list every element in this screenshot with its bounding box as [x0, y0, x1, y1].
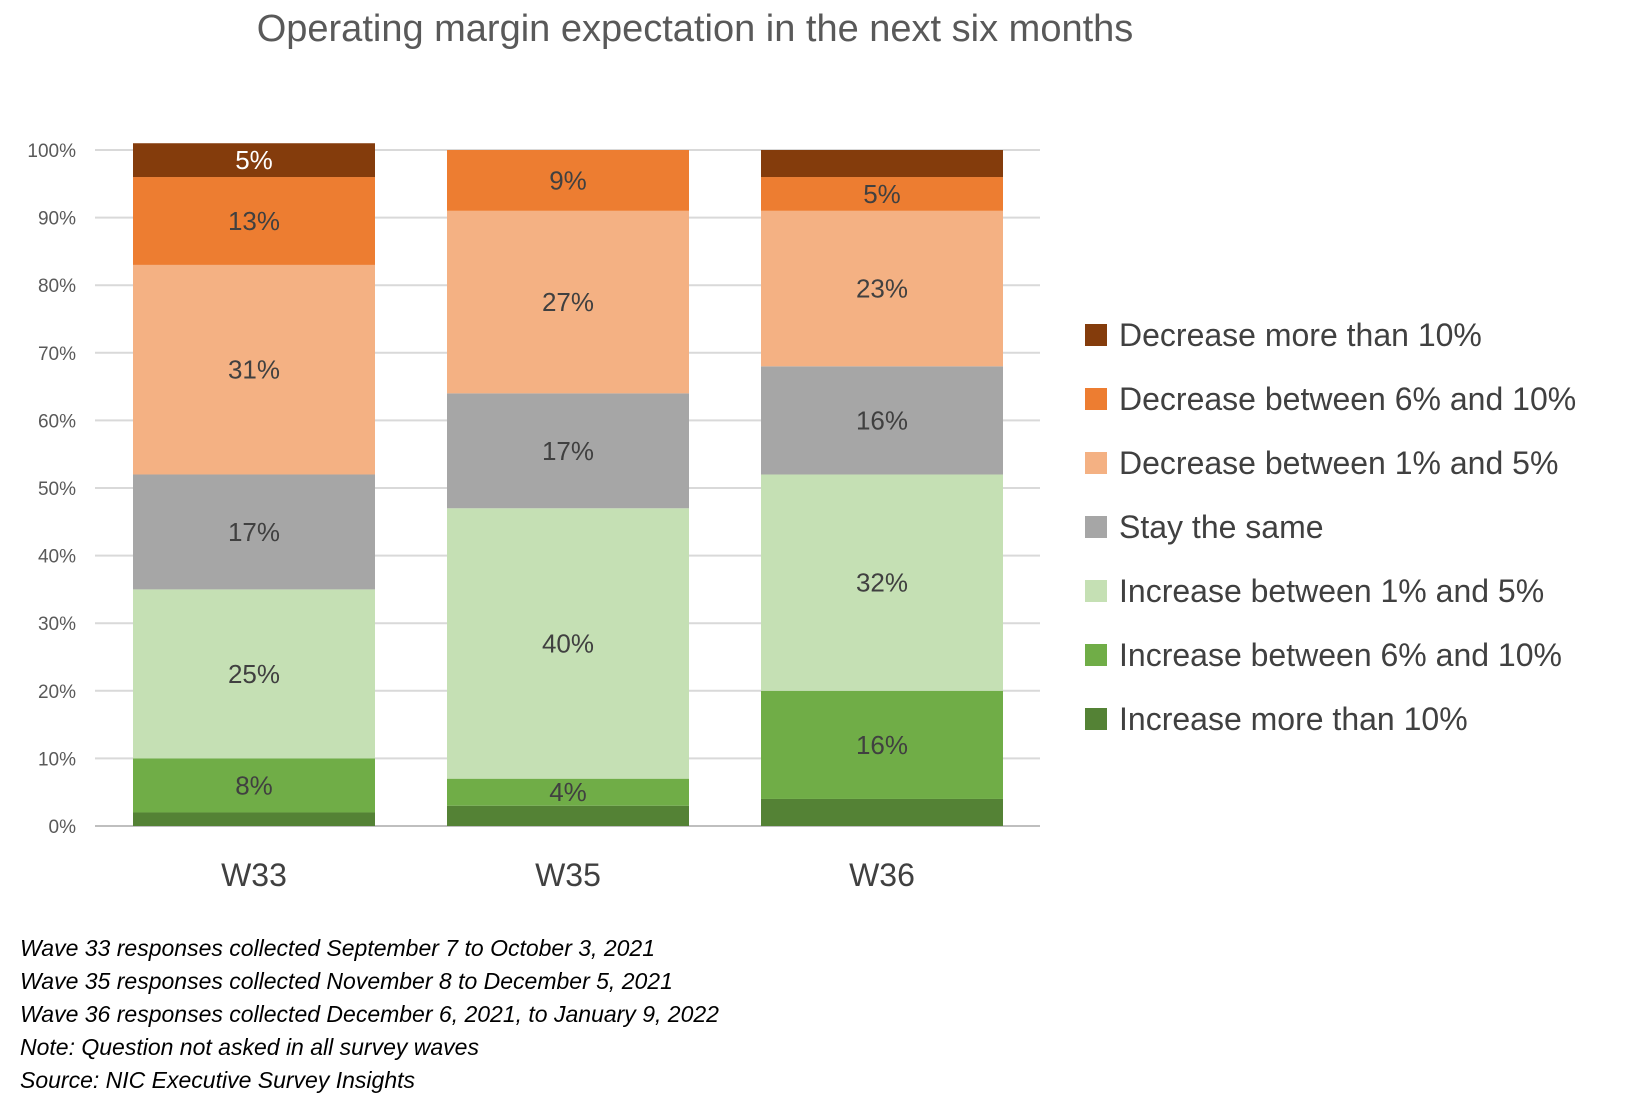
y-tick-label: 10% — [38, 749, 76, 770]
x-tick-label: W36 — [849, 857, 915, 893]
legend-item: Decrease more than 10% — [1085, 303, 1576, 367]
data-label: 5% — [863, 179, 901, 209]
data-label: 17% — [542, 436, 594, 466]
bar-segment — [447, 150, 689, 211]
data-label: 27% — [542, 287, 594, 317]
bar-segment — [761, 366, 1003, 475]
bar-segment — [761, 798, 1003, 826]
bar-segment — [133, 143, 375, 178]
data-label: 16% — [856, 405, 908, 435]
bar-segment — [447, 778, 689, 806]
bar-segment — [761, 474, 1003, 691]
y-tick-label: 60% — [38, 411, 76, 432]
data-label: 17% — [228, 517, 280, 547]
footnotes: Wave 33 responses collected September 7 … — [20, 932, 719, 1097]
bar-segment — [133, 474, 375, 590]
x-tick-label: W33 — [221, 857, 287, 893]
bar-segment — [761, 177, 1003, 211]
y-tick-label: 90% — [38, 209, 76, 230]
legend-item: Increase more than 10% — [1085, 687, 1576, 751]
y-tick-label: 70% — [38, 344, 76, 365]
y-tick-label: 100% — [27, 141, 76, 162]
legend-swatch — [1085, 388, 1107, 410]
data-label: 32% — [856, 568, 908, 598]
data-label: 40% — [542, 628, 594, 658]
legend-swatch — [1085, 708, 1107, 730]
data-label: 31% — [228, 355, 280, 385]
bar-segment — [761, 210, 1003, 367]
bar-segment — [447, 805, 689, 826]
data-label: 5% — [235, 145, 273, 175]
bar-segment — [447, 393, 689, 509]
footnote-wave-35: Wave 35 responses collected November 8 t… — [20, 968, 673, 994]
footnote-wave-36: Wave 36 responses collected December 6, … — [20, 1001, 719, 1027]
footnote-source: Source: NIC Executive Survey Insights — [20, 1067, 415, 1093]
legend-item: Decrease between 1% and 5% — [1085, 431, 1576, 495]
legend-label: Decrease between 6% and 10% — [1119, 380, 1577, 417]
legend-item: Stay the same — [1085, 495, 1576, 559]
data-label: 9% — [549, 165, 587, 195]
bar-segment — [133, 589, 375, 759]
legend-label: Increase between 6% and 10% — [1119, 636, 1562, 673]
y-tick-label: 30% — [38, 614, 76, 635]
legend-item: Increase between 1% and 5% — [1085, 559, 1576, 623]
legend: Decrease more than 10% Decrease between 6… — [1085, 303, 1576, 751]
bar-segment — [447, 508, 689, 779]
y-tick-label: 50% — [38, 479, 76, 500]
y-tick-label: 40% — [38, 547, 76, 568]
bar-segment — [447, 210, 689, 394]
bar-segment — [133, 758, 375, 813]
bar-segment — [761, 690, 1003, 799]
data-label: 16% — [856, 730, 908, 760]
bar-segment — [133, 177, 375, 265]
data-label: 13% — [228, 206, 280, 236]
legend-label: Decrease between 1% and 5% — [1119, 444, 1559, 481]
data-label: 25% — [228, 659, 280, 689]
legend-item: Decrease between 6% and 10% — [1085, 367, 1576, 431]
stacked-bar-chart: 0% 10% 20% 30% 40% 50% 60% 70% 80% 90% 100% 8% 25% 17… — [27, 141, 1040, 893]
data-label: 23% — [856, 274, 908, 304]
legend-label: Increase more than 10% — [1119, 700, 1468, 737]
y-tick-label: 0% — [49, 817, 77, 838]
footnote-wave-33: Wave 33 responses collected September 7 … — [20, 935, 656, 961]
y-tick-label: 80% — [38, 276, 76, 297]
legend-swatch — [1085, 516, 1107, 538]
legend-label: Increase between 1% and 5% — [1119, 572, 1545, 609]
legend-label: Stay the same — [1119, 508, 1324, 545]
legend-swatch — [1085, 580, 1107, 602]
y-tick-label: 20% — [38, 682, 76, 703]
legend-swatch — [1085, 644, 1107, 666]
legend-label: Decrease more than 10% — [1119, 316, 1482, 353]
legend-swatch — [1085, 324, 1107, 346]
chart-title: Operating margin expectation in the next… — [256, 8, 1134, 50]
bar-segment — [761, 150, 1003, 178]
data-label: 8% — [235, 770, 273, 800]
data-label: 4% — [549, 777, 587, 807]
legend-swatch — [1085, 452, 1107, 474]
x-tick-label: W35 — [535, 857, 601, 893]
bar-segment — [133, 812, 375, 826]
footnote-note: Note: Question not asked in all survey w… — [20, 1034, 479, 1060]
legend-item: Increase between 6% and 10% — [1085, 623, 1576, 687]
bar-segment — [133, 264, 375, 475]
